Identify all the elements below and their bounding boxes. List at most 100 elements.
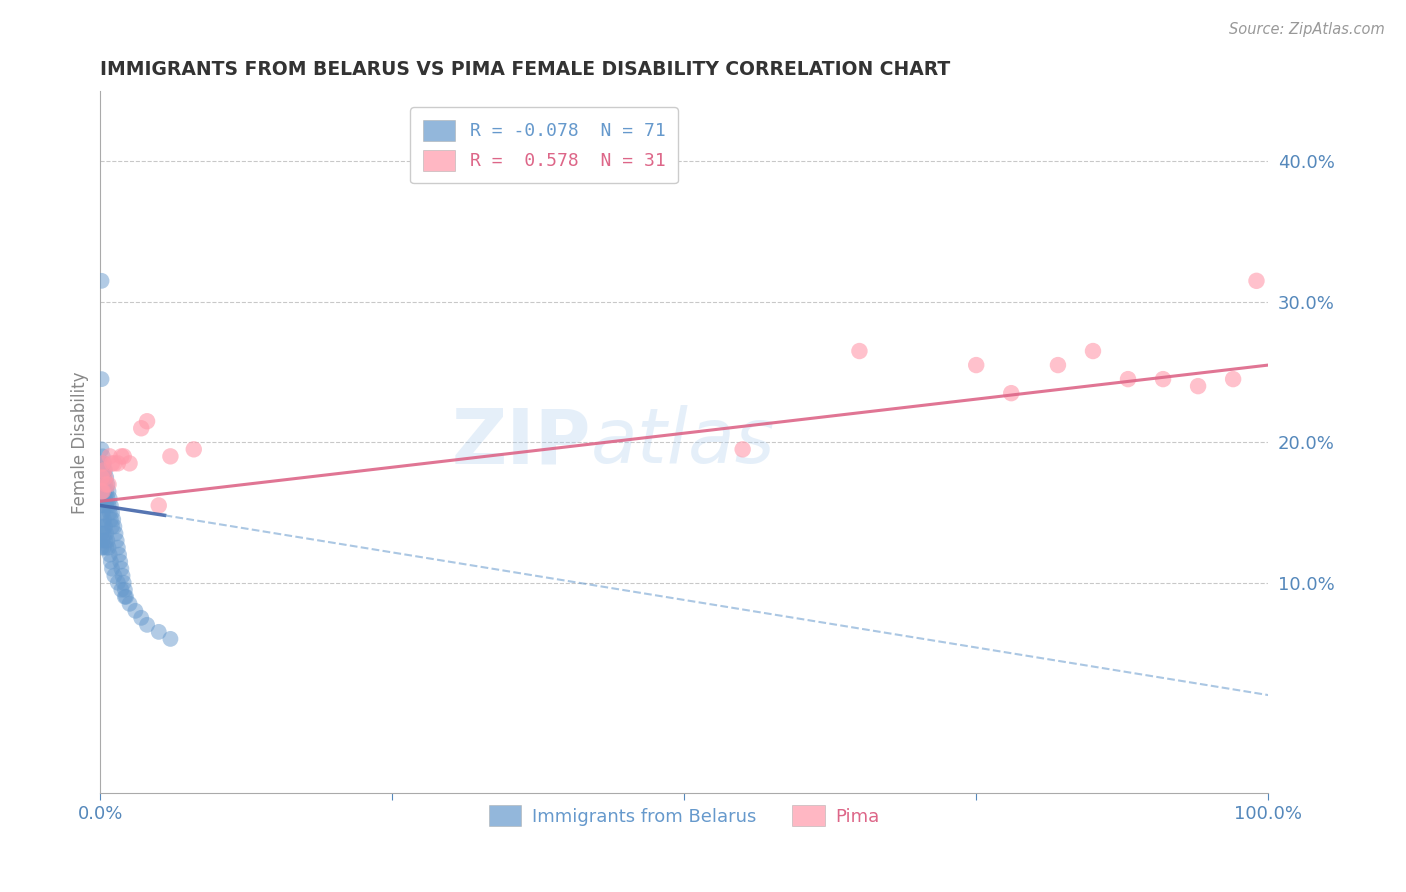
- Point: [91, 533, 114, 548]
- Point: [112, 575, 135, 590]
- Point: [93, 463, 115, 477]
- Point: [96, 484, 118, 499]
- Point: [96, 526, 118, 541]
- Point: [1152, 372, 1174, 386]
- Point: [93, 526, 115, 541]
- Point: [91, 506, 114, 520]
- Point: [114, 582, 136, 597]
- Point: [1222, 372, 1244, 386]
- Point: [96, 477, 118, 491]
- Text: IMMIGRANTS FROM BELARUS VS PIMA FEMALE DISABILITY CORRELATION CHART: IMMIGRANTS FROM BELARUS VS PIMA FEMALE D…: [100, 60, 950, 78]
- Point: [107, 541, 129, 555]
- Point: [100, 512, 122, 526]
- Point: [101, 506, 124, 520]
- Point: [1046, 358, 1069, 372]
- Point: [97, 541, 120, 555]
- Point: [148, 499, 170, 513]
- Point: [96, 541, 118, 555]
- Point: [94, 477, 117, 491]
- Text: ZIP: ZIP: [451, 405, 591, 479]
- Point: [90, 470, 112, 484]
- Point: [90, 442, 112, 457]
- Point: [98, 450, 121, 464]
- Point: [90, 512, 112, 526]
- Point: [129, 421, 152, 435]
- Point: [97, 477, 120, 491]
- Point: [90, 470, 112, 484]
- Point: [112, 450, 135, 464]
- Point: [90, 541, 112, 555]
- Point: [148, 624, 170, 639]
- Point: [105, 533, 128, 548]
- Point: [94, 463, 117, 477]
- Point: [96, 477, 118, 491]
- Point: [90, 484, 112, 499]
- Point: [96, 533, 118, 548]
- Point: [1246, 274, 1268, 288]
- Point: [91, 450, 114, 464]
- Point: [1116, 372, 1139, 386]
- Point: [101, 456, 124, 470]
- Point: [103, 519, 125, 533]
- Point: [136, 618, 159, 632]
- Point: [103, 456, 125, 470]
- Point: [98, 506, 121, 520]
- Point: [90, 499, 112, 513]
- Point: [129, 611, 152, 625]
- Point: [118, 597, 141, 611]
- Point: [101, 562, 124, 576]
- Point: [965, 358, 987, 372]
- Point: [96, 499, 118, 513]
- Point: [159, 632, 181, 646]
- Point: [93, 456, 115, 470]
- Point: [183, 442, 205, 457]
- Point: [731, 442, 754, 457]
- Point: [93, 541, 115, 555]
- Point: [94, 533, 117, 548]
- Point: [100, 555, 122, 569]
- Point: [1187, 379, 1209, 393]
- Point: [110, 582, 132, 597]
- Point: [848, 344, 870, 359]
- Point: [94, 470, 117, 484]
- Point: [103, 568, 125, 582]
- Point: [159, 450, 181, 464]
- Point: [101, 519, 124, 533]
- Point: [93, 499, 115, 513]
- Point: [90, 456, 112, 470]
- Point: [1000, 386, 1022, 401]
- Point: [108, 555, 131, 569]
- Point: [93, 484, 115, 499]
- Point: [94, 519, 117, 533]
- Point: [91, 477, 114, 491]
- Point: [107, 456, 129, 470]
- Point: [93, 470, 115, 484]
- Point: [91, 519, 114, 533]
- Text: atlas: atlas: [591, 405, 775, 479]
- Point: [100, 499, 122, 513]
- Point: [108, 548, 131, 562]
- Point: [90, 526, 112, 541]
- Point: [118, 456, 141, 470]
- Point: [98, 548, 121, 562]
- Text: Source: ZipAtlas.com: Source: ZipAtlas.com: [1229, 22, 1385, 37]
- Point: [97, 499, 120, 513]
- Point: [91, 491, 114, 506]
- Point: [115, 590, 138, 604]
- Point: [1081, 344, 1104, 359]
- Point: [94, 491, 117, 506]
- Point: [124, 604, 146, 618]
- Point: [110, 450, 132, 464]
- Point: [90, 372, 112, 386]
- Point: [111, 568, 134, 582]
- Point: [136, 414, 159, 428]
- Point: [91, 484, 114, 499]
- Point: [104, 526, 127, 541]
- Point: [98, 491, 121, 506]
- Point: [103, 512, 125, 526]
- Point: [90, 484, 112, 499]
- Point: [110, 562, 132, 576]
- Point: [96, 470, 118, 484]
- Point: [107, 575, 129, 590]
- Point: [114, 590, 136, 604]
